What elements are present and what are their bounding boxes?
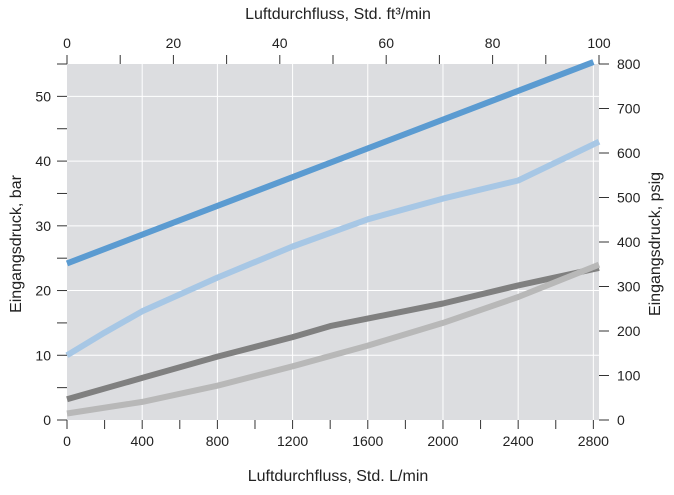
- x-bottom-tick-label: 2400: [503, 433, 534, 449]
- y-right-tick-label: 400: [617, 234, 641, 250]
- y-left-tick-label: 0: [43, 412, 51, 428]
- x-top-tick-label: 60: [378, 35, 394, 51]
- x-bottom-tick-label: 2000: [427, 433, 458, 449]
- x-top-tick-label: 80: [485, 35, 501, 51]
- x-top-tick-label: 40: [272, 35, 288, 51]
- y-left-tick-label: 40: [35, 153, 51, 169]
- grid: [67, 64, 599, 420]
- y-right-tick-label: 600: [617, 145, 641, 161]
- series-line-4: [66, 261, 601, 417]
- series-layer: [65, 59, 601, 417]
- y-left-tick-label: 50: [35, 88, 51, 104]
- series-line-3: [66, 264, 600, 403]
- y-axis-label-left: Eingangsdruck, bar: [8, 174, 25, 313]
- series-line-2: [65, 138, 601, 358]
- y-right-tick-label: 0: [617, 412, 625, 428]
- x-top-tick-label: 100: [587, 35, 611, 51]
- y-axis-label-right: Eingangsdruck, psig: [647, 172, 664, 316]
- x-bottom-tick-label: 800: [206, 433, 230, 449]
- y-right-tick-label: 800: [617, 56, 641, 72]
- x-top-tick-label: 20: [166, 35, 182, 51]
- x-axis-label-top: Luftdurchfluss, Std. ft³/min: [245, 6, 431, 23]
- y-left-tick-label: 20: [35, 283, 51, 299]
- x-bottom-tick-label: 400: [131, 433, 155, 449]
- y-left-tick-label: 10: [35, 347, 51, 363]
- y-right-tick-label: 300: [617, 279, 641, 295]
- x-bottom-tick-label: 0: [63, 433, 71, 449]
- x-bottom-tick-label: 1200: [277, 433, 308, 449]
- y-left-tick-label: 30: [35, 218, 51, 234]
- x-bottom-tick-label: 2800: [578, 433, 609, 449]
- x-axis-label-bottom: Luftdurchfluss, Std. L/min: [248, 468, 429, 485]
- y-right-tick-label: 500: [617, 190, 641, 206]
- y-right-tick-label: 700: [617, 101, 641, 117]
- plot-area: [67, 64, 599, 420]
- x-top-tick-label: 0: [63, 35, 71, 51]
- series-line-1: [65, 59, 595, 267]
- y-right-tick-label: 100: [617, 368, 641, 384]
- y-right-tick-label: 200: [617, 323, 641, 339]
- x-bottom-tick-label: 1600: [352, 433, 383, 449]
